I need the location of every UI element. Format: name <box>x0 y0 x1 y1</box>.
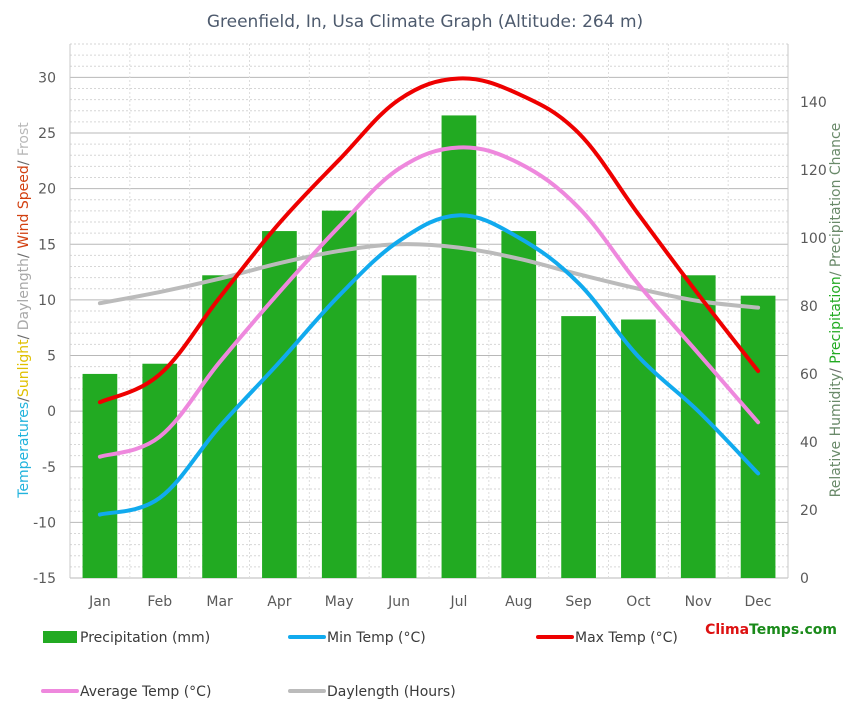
left-title-part-3: / <box>16 334 32 339</box>
x-tick-label-jun: Jun <box>387 594 410 610</box>
climatemps-logo: ClimaTemps.com <box>705 622 837 638</box>
precipitation-bar-feb <box>142 363 178 578</box>
legend: Precipitation (mm) Min Temp (°C) Max Temp … <box>41 630 678 700</box>
precipitation-bar-sep <box>561 316 596 578</box>
x-tick-label-nov: Nov <box>685 594 712 610</box>
precipitation-bar-jul <box>441 115 477 578</box>
precipitation-bars <box>82 115 776 578</box>
x-tick-label-oct: Oct <box>626 594 651 610</box>
left-axis-title: Temperatures/Sunlight/ Daylength/ Wind S… <box>16 122 32 499</box>
right-title-part-1: / <box>828 364 844 373</box>
left-tick-label: 30 <box>38 70 56 86</box>
x-tick-label-feb: Feb <box>147 594 172 610</box>
right-axis-ticks: 0 20 40 60 80 100 120 140 <box>800 95 827 587</box>
right-tick-label: 140 <box>800 95 827 111</box>
x-tick-label-aug: Aug <box>505 594 532 610</box>
legend-label: Min Temp (°C) <box>327 630 426 646</box>
left-tick-label: 25 <box>38 126 56 142</box>
left-tick-label: 15 <box>38 237 56 253</box>
right-tick-label: 80 <box>800 299 818 315</box>
x-tick-label-dec: Dec <box>745 594 772 610</box>
left-title-part-1: / <box>16 397 32 402</box>
x-tick-label-apr: Apr <box>267 594 291 610</box>
left-tick-label: -15 <box>33 571 56 587</box>
x-tick-label-sep: Sep <box>565 594 592 610</box>
right-tick-label: 60 <box>800 367 818 383</box>
left-title-part-4: Daylength <box>16 258 32 335</box>
x-tick-label-jan: Jan <box>88 594 111 610</box>
left-tick-label: 5 <box>47 349 56 365</box>
left-tick-label: 10 <box>38 293 56 309</box>
chart-title: Greenfield, In, Usa Climate Graph (Altit… <box>207 12 643 32</box>
x-tick-label-may: May <box>325 594 354 610</box>
legend-label: Daylength (Hours) <box>327 684 456 700</box>
legend-swatch-precipitation <box>43 631 77 643</box>
right-title-part-3: / Precipitation Chance <box>828 123 844 277</box>
left-title-part-8: Frost <box>16 122 32 161</box>
x-axis-ticks: Jan Feb Mar Apr May Jun Jul Aug Sep Oct Nov Dec <box>88 594 772 610</box>
left-tick-label: 20 <box>38 182 56 198</box>
right-tick-label: 120 <box>800 163 827 179</box>
brand-part-3: .com <box>799 622 837 638</box>
x-tick-label-mar: Mar <box>206 594 233 610</box>
precipitation-bar-apr <box>262 231 297 578</box>
left-title-part-2: Sunlight <box>16 339 32 397</box>
line-average-temp <box>97 145 761 459</box>
precipitation-bar-aug <box>501 231 537 578</box>
left-tick-label: -5 <box>42 460 56 476</box>
left-title-part-0: Temperatures <box>16 402 32 499</box>
precipitation-bar-may <box>321 210 357 578</box>
left-tick-label: 0 <box>47 404 56 420</box>
brand-part-2: Temps <box>749 622 799 638</box>
x-tick-label-jul: Jul <box>449 594 467 610</box>
precipitation-bar-jan <box>82 373 118 578</box>
series-lines <box>97 76 761 517</box>
precipitation-bar-jun <box>381 275 417 578</box>
line-min-temp <box>97 213 761 517</box>
left-tick-label: -10 <box>33 515 56 531</box>
left-title-part-7: / <box>16 160 32 165</box>
right-tick-label: 0 <box>800 571 809 587</box>
right-tick-label: 20 <box>800 503 818 519</box>
left-title-part-6: Wind Speed <box>16 165 32 253</box>
right-title-part-0: Relative Humidity <box>828 373 844 497</box>
left-axis-ticks: -15 -10 -5 0 5 10 15 20 25 30 <box>33 70 56 587</box>
precipitation-bar-dec <box>740 295 776 578</box>
legend-label: Average Temp (°C) <box>80 684 211 700</box>
right-axis-title: Relative Humidity/ Precipitation/ Precip… <box>828 123 844 498</box>
grid-lines <box>69 43 789 579</box>
line-max-temp <box>97 76 761 405</box>
legend-label: Max Temp (°C) <box>575 630 678 646</box>
legend-label: Precipitation (mm) <box>80 630 210 646</box>
right-title-part-2: Precipitation <box>828 276 844 364</box>
precipitation-bar-nov <box>680 275 716 578</box>
right-tick-label: 100 <box>800 231 827 247</box>
right-tick-label: 40 <box>800 435 818 451</box>
precipitation-bar-oct <box>621 319 656 578</box>
left-title-part-5: / <box>16 253 32 258</box>
brand-part-1: Clima <box>705 622 749 638</box>
